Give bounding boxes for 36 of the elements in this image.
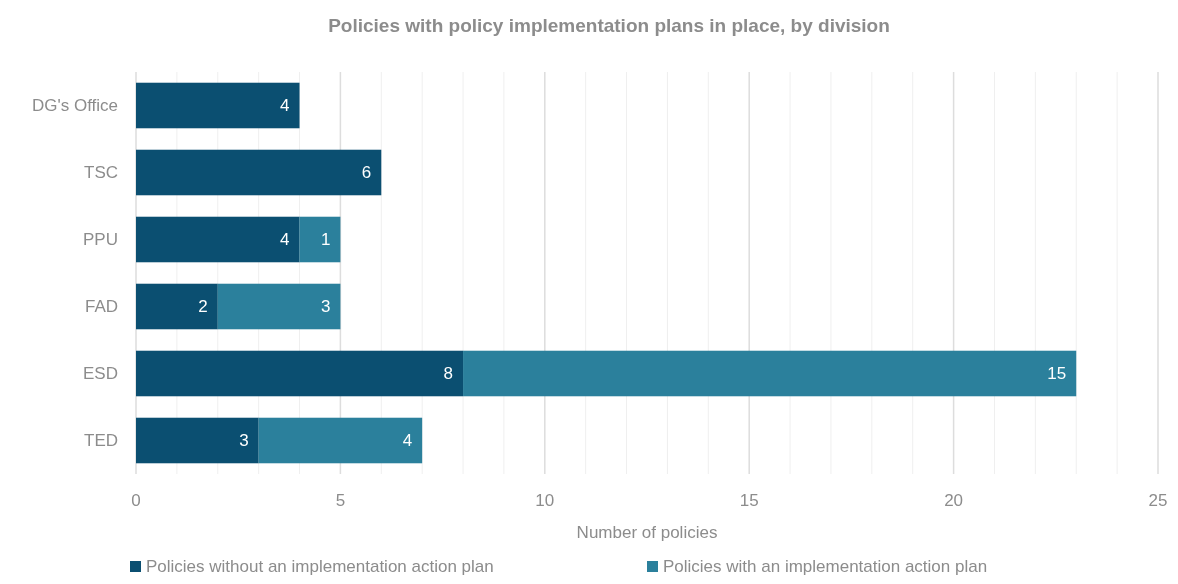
chart-title: Policies with policy implementation plans in place, by division (328, 15, 890, 36)
x-tick-label: 25 (1148, 491, 1168, 510)
bar (299, 216, 341, 263)
x-axis-title: Number of policies (576, 523, 718, 542)
y-tick-label: DG's Office (31, 96, 118, 116)
y-tick-label: PPU (83, 230, 118, 250)
data-label: 1 (320, 230, 331, 250)
bar (136, 283, 218, 330)
x-tick-label: 15 (739, 491, 759, 510)
y-tick-label: FAD (84, 297, 118, 317)
x-tick-label: 10 (535, 491, 555, 510)
bar (136, 149, 382, 196)
data-label: 4 (280, 96, 290, 116)
bar (136, 350, 464, 397)
data-label: 3 (320, 297, 331, 317)
data-label: 3 (239, 431, 249, 451)
bar (136, 216, 300, 263)
x-tick-label: 0 (131, 491, 141, 510)
y-tick-label: TED (84, 431, 118, 451)
bar (136, 417, 259, 464)
legend-label: Policies without an implementation action plan (146, 557, 494, 576)
bar (136, 82, 300, 129)
bar (258, 417, 423, 464)
y-tick-label: ESD (83, 364, 118, 384)
data-label: 15 (1047, 364, 1067, 384)
data-label: 4 (402, 431, 413, 451)
data-label: 6 (361, 163, 372, 183)
x-tick-label: 20 (944, 491, 964, 510)
data-label: 8 (443, 364, 454, 384)
bar (217, 283, 341, 330)
y-tick-label: TSC (84, 163, 118, 183)
data-label: 2 (198, 297, 208, 317)
legend-label: Policies with an implementation action plan (663, 557, 988, 576)
bar (463, 350, 1077, 397)
x-tick-label: 5 (335, 491, 346, 510)
data-label: 4 (280, 230, 290, 250)
